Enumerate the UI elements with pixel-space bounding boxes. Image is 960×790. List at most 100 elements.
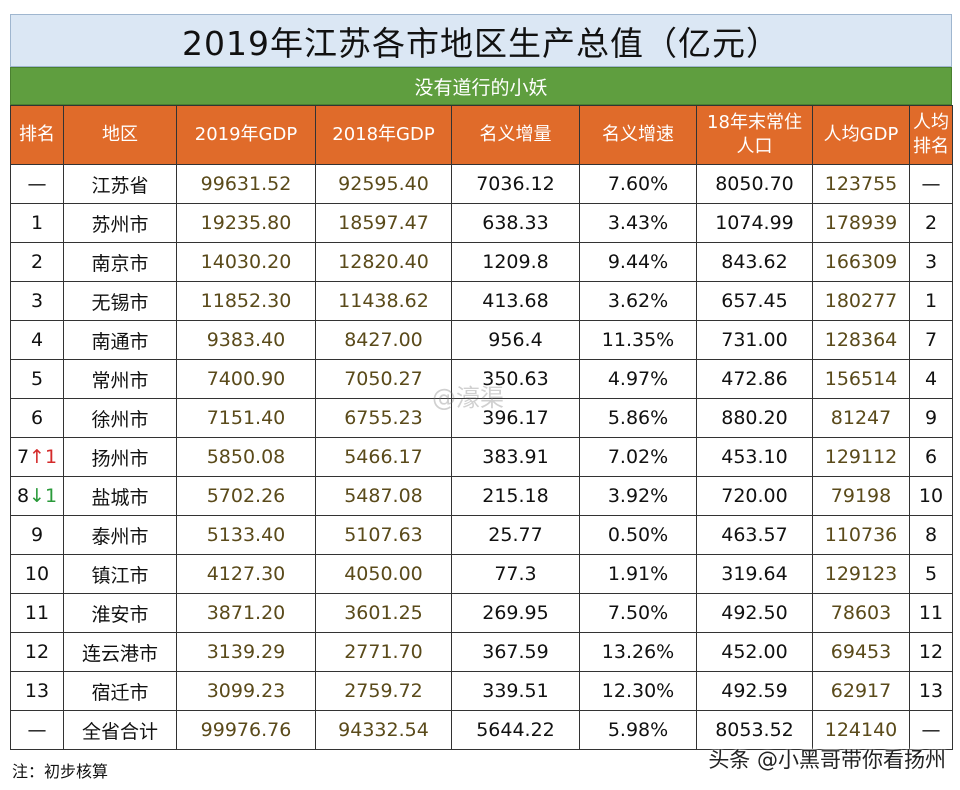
header-population: 18年末常住 人口 bbox=[696, 105, 813, 165]
cell-rank: 2 bbox=[10, 242, 64, 282]
cell-gdp-2018: 5487.08 bbox=[315, 476, 452, 516]
cell-gdp-2019: 3099.23 bbox=[176, 671, 316, 711]
cell-growth: 7.50% bbox=[579, 593, 697, 633]
cell-region: 连云港市 bbox=[63, 632, 177, 672]
table-row: 11 淮安市 3871.20 3601.25 269.95 7.50% 492.50 7860… bbox=[10, 593, 953, 633]
header-gdp-2018: 2018年GDP bbox=[315, 105, 452, 165]
cell-population: 472.86 bbox=[696, 359, 813, 399]
cell-gdp-2018: 2771.70 bbox=[315, 632, 452, 672]
cell-region: 南京市 bbox=[63, 242, 177, 282]
cell-increment: 339.51 bbox=[451, 671, 580, 711]
rank-value: 1 bbox=[30, 212, 44, 234]
header-population-line1: 18年末常住 bbox=[707, 112, 802, 133]
footnote: 注：初步核算 bbox=[12, 762, 109, 781]
cell-per-capita: 110736 bbox=[812, 515, 910, 555]
rank-value: 4 bbox=[30, 329, 44, 351]
cell-region: 徐州市 bbox=[63, 398, 177, 438]
rank-value: 9 bbox=[30, 524, 44, 546]
header-population-line2: 人口 bbox=[736, 136, 773, 157]
table-row: 7↑1 扬州市 5850.08 5466.17 383.91 7.02% 453.10 129… bbox=[10, 437, 953, 477]
cell-increment: 77.3 bbox=[451, 554, 580, 594]
cell-increment: 7036.12 bbox=[451, 164, 580, 204]
cell-region: 宿迁市 bbox=[63, 671, 177, 711]
cell-gdp-2018: 92595.40 bbox=[315, 164, 452, 204]
cell-per-capita: 81247 bbox=[812, 398, 910, 438]
table-row: 9 泰州市 5133.40 5107.63 25.77 0.50% 463.57 110736… bbox=[10, 515, 953, 555]
cell-gdp-2019: 9383.40 bbox=[176, 320, 316, 360]
rank-value: 8 bbox=[16, 485, 30, 507]
cell-growth: 9.44% bbox=[579, 242, 697, 282]
cell-region: 苏州市 bbox=[63, 203, 177, 243]
header-row: 排名 地区 2019年GDP 2018年GDP 名义增量 名义增速 18年末常住… bbox=[10, 105, 953, 165]
table-row: 3 无锡市 11852.30 11438.62 413.68 3.62% 657.45 180… bbox=[10, 281, 953, 321]
cell-gdp-2018: 18597.47 bbox=[315, 203, 452, 243]
table-row: 6 徐州市 7151.40 6755.23 396.17 5.86% 880.20 81247… bbox=[10, 398, 953, 438]
cell-rank: — bbox=[10, 710, 64, 750]
rank-value: 11 bbox=[24, 602, 50, 624]
table-row: — 全省合计 99976.76 94332.54 5644.22 5.98% 8053.52… bbox=[10, 710, 953, 750]
cell-rank: 8↓1 bbox=[10, 476, 64, 516]
cell-increment: 350.63 bbox=[451, 359, 580, 399]
cell-per-capita-rank: 8 bbox=[909, 515, 953, 555]
cell-rank: 4 bbox=[10, 320, 64, 360]
table-row: — 江苏省 99631.52 92595.40 7036.12 7.60% 8050.70 1… bbox=[10, 164, 953, 204]
cell-per-capita: 128364 bbox=[812, 320, 910, 360]
cell-growth: 7.02% bbox=[579, 437, 697, 477]
cell-gdp-2019: 14030.20 bbox=[176, 242, 316, 282]
cell-gdp-2019: 99976.76 bbox=[176, 710, 316, 750]
cell-gdp-2019: 3871.20 bbox=[176, 593, 316, 633]
table-row: 5 常州市 7400.90 7050.27 350.63 4.97% 472.86 15651… bbox=[10, 359, 953, 399]
cell-per-capita: 180277 bbox=[812, 281, 910, 321]
cell-per-capita-rank: 10 bbox=[909, 476, 953, 516]
cell-growth: 7.60% bbox=[579, 164, 697, 204]
cell-per-capita-rank: 6 bbox=[909, 437, 953, 477]
cell-region: 镇江市 bbox=[63, 554, 177, 594]
cell-growth: 13.26% bbox=[579, 632, 697, 672]
cell-population: 657.45 bbox=[696, 281, 813, 321]
cell-gdp-2018: 8427.00 bbox=[315, 320, 452, 360]
cell-increment: 367.59 bbox=[451, 632, 580, 672]
cell-rank: 6 bbox=[10, 398, 64, 438]
header-growth: 名义增速 bbox=[579, 105, 697, 165]
gdp-table: 排名 地区 2019年GDP 2018年GDP 名义增量 名义增速 18年末常住… bbox=[10, 105, 953, 750]
header-region: 地区 bbox=[63, 105, 177, 165]
cell-region: 淮安市 bbox=[63, 593, 177, 633]
table-row: 8↓1 盐城市 5702.26 5487.08 215.18 3.92% 720.00 791… bbox=[10, 476, 953, 516]
cell-per-capita: 166309 bbox=[812, 242, 910, 282]
cell-gdp-2019: 7151.40 bbox=[176, 398, 316, 438]
table-subtitle: 没有道行的小妖 bbox=[10, 67, 952, 105]
cell-per-capita: 62917 bbox=[812, 671, 910, 711]
cell-population: 492.59 bbox=[696, 671, 813, 711]
cell-region: 江苏省 bbox=[63, 164, 177, 204]
rank-value: 7 bbox=[16, 446, 30, 468]
cell-region: 南通市 bbox=[63, 320, 177, 360]
cell-growth: 5.86% bbox=[579, 398, 697, 438]
cell-increment: 269.95 bbox=[451, 593, 580, 633]
header-pc-rank-line1: 人均 bbox=[913, 112, 949, 133]
cell-rank: 12 bbox=[10, 632, 64, 672]
cell-increment: 383.91 bbox=[451, 437, 580, 477]
cell-region: 全省合计 bbox=[63, 710, 177, 750]
cell-population: 453.10 bbox=[696, 437, 813, 477]
table-row: 2 南京市 14030.20 12820.40 1209.8 9.44% 843.62 166… bbox=[10, 242, 953, 282]
cell-gdp-2019: 3139.29 bbox=[176, 632, 316, 672]
cell-gdp-2018: 6755.23 bbox=[315, 398, 452, 438]
cell-gdp-2019: 19235.80 bbox=[176, 203, 316, 243]
cell-per-capita-rank: — bbox=[909, 710, 953, 750]
table-row: 10 镇江市 4127.30 4050.00 77.3 1.91% 319.64 129123… bbox=[10, 554, 953, 594]
cell-rank: — bbox=[10, 164, 64, 204]
rank-value: 5 bbox=[30, 368, 44, 390]
cell-rank: 11 bbox=[10, 593, 64, 633]
cell-population: 463.57 bbox=[696, 515, 813, 555]
cell-growth: 1.91% bbox=[579, 554, 697, 594]
cell-region: 扬州市 bbox=[63, 437, 177, 477]
table-title: 2019年江苏各市地区生产总值（亿元） bbox=[10, 14, 952, 67]
rank-value: 10 bbox=[24, 563, 50, 585]
cell-gdp-2019: 5850.08 bbox=[176, 437, 316, 477]
cell-region: 无锡市 bbox=[63, 281, 177, 321]
cell-increment: 25.77 bbox=[451, 515, 580, 555]
rank-value: 2 bbox=[30, 251, 44, 273]
cell-per-capita: 129112 bbox=[812, 437, 910, 477]
rank-value: — bbox=[27, 173, 47, 195]
cell-population: 843.62 bbox=[696, 242, 813, 282]
